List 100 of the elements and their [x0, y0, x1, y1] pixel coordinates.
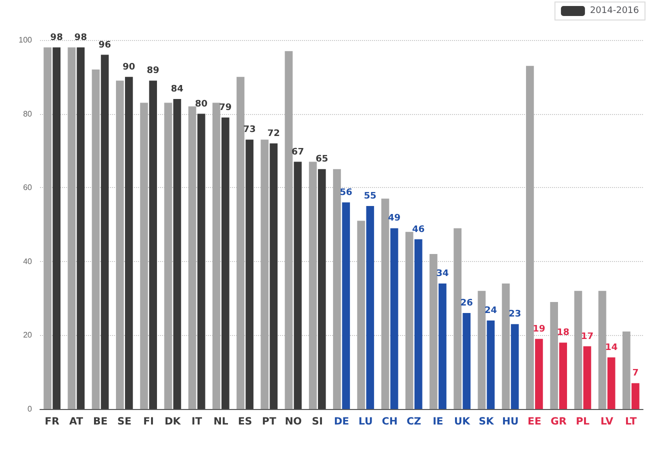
data-label: 23 [508, 310, 522, 320]
bar [381, 198, 390, 409]
bar [149, 80, 157, 409]
bar [622, 332, 630, 409]
data-label: 98 [50, 32, 63, 43]
bar [574, 290, 582, 409]
bar [236, 76, 244, 409]
data-label: 90 [122, 62, 136, 72]
data-label: 49 [388, 214, 401, 224]
bar [318, 169, 326, 409]
x-tick-label: ES [238, 416, 252, 428]
bar [100, 54, 109, 409]
bar [125, 76, 133, 409]
bar [294, 162, 302, 409]
bar [270, 143, 278, 409]
x-tick-label: LT [625, 416, 637, 428]
bar [173, 99, 182, 409]
bar [598, 290, 606, 409]
bar [188, 106, 196, 409]
bar [526, 66, 534, 409]
x-tick-label: SE [117, 416, 132, 428]
data-label: 67 [292, 147, 304, 158]
bar [430, 254, 438, 409]
bar [52, 47, 60, 409]
bar [486, 320, 495, 409]
data-label: 80 [195, 99, 208, 110]
bar [260, 140, 269, 409]
bar [478, 290, 486, 409]
bar [535, 338, 543, 409]
data-label: 14 [605, 342, 618, 353]
x-tick-label: GR [550, 416, 567, 428]
y-tick-label: 80 [23, 109, 33, 118]
x-tick-label: SK [478, 416, 495, 428]
x-tick-label: DK [164, 416, 182, 428]
x-tick-label: NO [284, 416, 302, 428]
x-tick-label: LU [358, 416, 373, 428]
x-tick-label: DE [334, 416, 350, 428]
bar [246, 140, 254, 409]
bar [438, 284, 446, 409]
data-label: 56 [340, 188, 352, 198]
data-label: 18 [556, 328, 570, 338]
bar [221, 117, 230, 409]
x-tick-label: NL [214, 416, 229, 428]
bar [357, 220, 366, 409]
bar [164, 102, 172, 409]
y-tick-label: 60 [23, 183, 33, 192]
data-label: 89 [146, 66, 160, 76]
data-label: 7 [632, 368, 639, 379]
y-tick-label: 100 [18, 36, 33, 44]
data-label: 79 [219, 102, 232, 113]
x-tick-label: IE [432, 416, 444, 428]
x-tick-label: EE [528, 416, 542, 428]
bar [116, 80, 124, 409]
bar [44, 47, 52, 409]
x-tick-label: IT [192, 416, 202, 428]
data-label: 73 [243, 125, 256, 136]
bar [583, 346, 592, 409]
x-tick-label: CZ [406, 416, 422, 428]
data-label: 84 [170, 84, 184, 95]
y-tick-label: 40 [23, 256, 33, 266]
bar [559, 342, 568, 409]
data-label: 17 [580, 332, 594, 342]
x-tick-label: PT [262, 416, 276, 428]
y-tick-label: 20 [23, 330, 33, 340]
bar [140, 102, 148, 409]
bar [284, 51, 293, 409]
data-label: 26 [460, 298, 473, 309]
data-label: 72 [267, 128, 280, 139]
x-tick-label: UK [454, 416, 472, 428]
bar [92, 70, 100, 409]
bar [342, 202, 350, 409]
bar [462, 313, 471, 409]
x-tick-label: CH [382, 416, 398, 428]
bar [68, 47, 76, 409]
data-label: 55 [364, 192, 376, 202]
bar [414, 239, 422, 409]
x-tick-label: LV [600, 416, 614, 428]
bar [607, 357, 616, 409]
bar [390, 228, 398, 409]
legend-label: 2014-2016 [590, 6, 640, 16]
bar [454, 228, 462, 409]
bar [502, 284, 510, 409]
bar [632, 383, 640, 409]
x-tick-label: FR [44, 416, 60, 428]
data-label: 96 [98, 40, 112, 50]
data-label: 24 [484, 306, 497, 316]
x-tick-label: BE [93, 416, 108, 428]
data-label: 46 [412, 224, 425, 235]
bar [76, 47, 85, 409]
bar [308, 162, 317, 409]
y-tick-label: 0 [28, 404, 33, 414]
bar [212, 102, 220, 409]
bar [405, 232, 414, 409]
bar [550, 302, 558, 409]
bar [366, 206, 374, 409]
x-tick-label: AT [69, 416, 84, 428]
data-label: 19 [532, 324, 546, 334]
data-label: 98 [74, 32, 87, 43]
data-label: 65 [316, 154, 328, 165]
data-label: 34 [436, 269, 449, 280]
